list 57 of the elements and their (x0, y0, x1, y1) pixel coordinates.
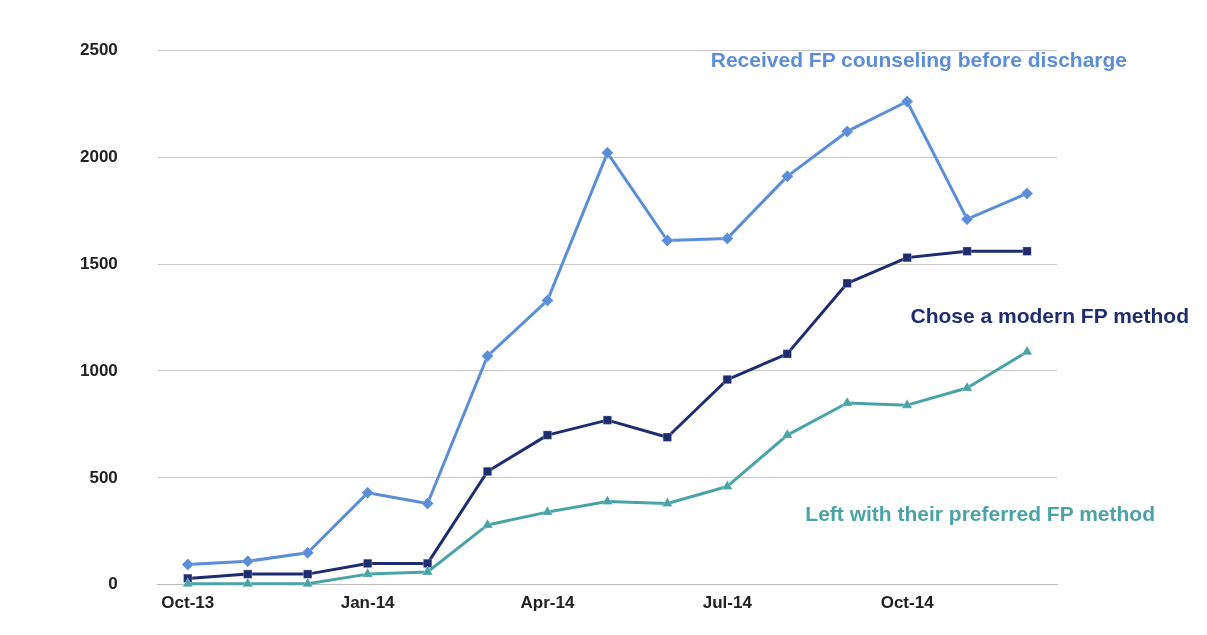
point (962, 246, 972, 256)
point (601, 494, 614, 505)
x-tick-label: Jan-14 (340, 592, 396, 612)
point (542, 430, 553, 440)
point (722, 374, 733, 385)
point (840, 124, 854, 138)
point (782, 349, 792, 359)
point (301, 577, 314, 588)
x-tick-label: Oct-14 (880, 592, 935, 612)
point (901, 398, 913, 409)
point (841, 396, 853, 407)
point (481, 518, 494, 529)
point (302, 569, 313, 579)
text: Chose a modern FP method (910, 304, 1189, 328)
point (242, 569, 253, 579)
point (1021, 345, 1033, 356)
point (301, 546, 315, 560)
point (361, 486, 375, 500)
point (661, 497, 674, 508)
y-tick-label: 0 (108, 574, 118, 594)
y-tick-label: 2000 (79, 146, 118, 166)
point (1022, 246, 1032, 256)
y-tick-label: 1500 (79, 253, 118, 273)
point (1020, 186, 1034, 200)
point (780, 169, 794, 183)
text: Left with their preferred FP method (805, 502, 1155, 526)
point (241, 554, 255, 568)
point (721, 479, 733, 490)
point (781, 428, 793, 439)
point (481, 349, 495, 363)
series-label: Received FP counseling before discharge (710, 47, 1127, 71)
y-tick-label: 500 (89, 467, 118, 487)
point (660, 234, 674, 248)
point (182, 577, 194, 588)
point (181, 557, 195, 571)
point (482, 466, 493, 477)
point (361, 567, 374, 578)
point (362, 558, 373, 569)
point (421, 497, 435, 511)
point (662, 432, 673, 442)
point (960, 212, 974, 226)
point (540, 293, 554, 307)
y-tick-label: 1000 (79, 360, 118, 380)
point (602, 415, 613, 425)
point (421, 565, 434, 576)
y-tick-label: 2500 (79, 39, 118, 59)
point (600, 146, 614, 160)
point (242, 577, 254, 588)
point (902, 252, 912, 263)
point (900, 95, 914, 109)
point (720, 231, 734, 245)
x-tick-label: Jul-14 (702, 592, 753, 612)
point (842, 278, 852, 289)
point (961, 381, 973, 392)
x-tick-label: Oct-13 (161, 592, 215, 612)
point (541, 505, 554, 516)
x-tick-label: Apr-14 (520, 592, 575, 612)
